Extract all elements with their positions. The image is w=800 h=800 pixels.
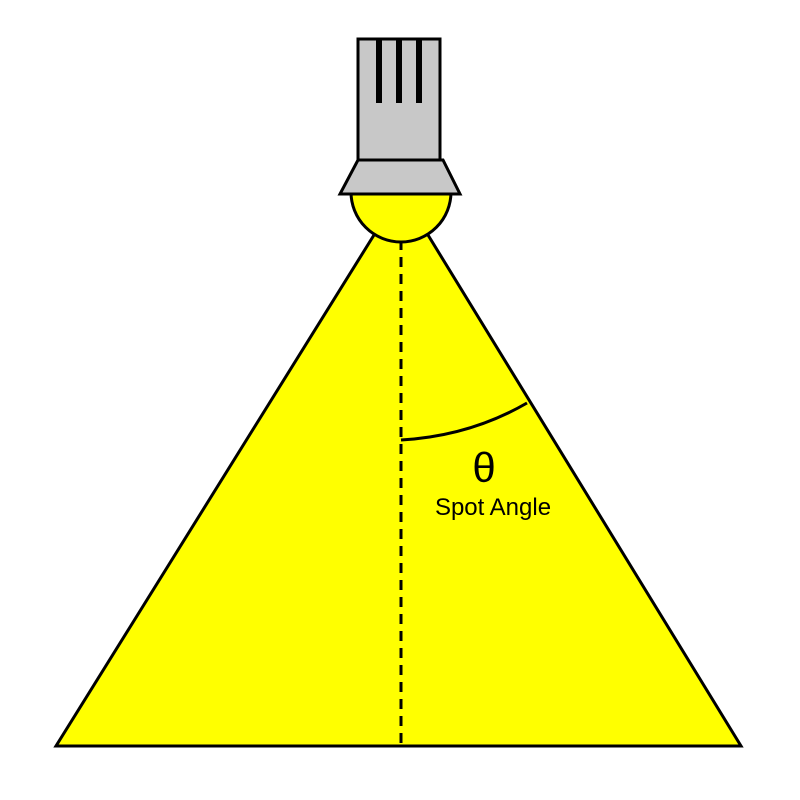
fixture-base (337, 158, 463, 196)
angle-arc (400, 401, 528, 442)
spotlight-fixture-icon (337, 37, 463, 196)
angle-symbol: θ (472, 444, 495, 491)
fixture-vent (416, 40, 422, 103)
fixture-vent (376, 40, 382, 103)
lamp-bulb (349, 190, 453, 244)
angle-label: Spot Angle (435, 494, 551, 521)
light-beam-cone (53, 233, 744, 748)
fixture-vent (396, 40, 402, 103)
